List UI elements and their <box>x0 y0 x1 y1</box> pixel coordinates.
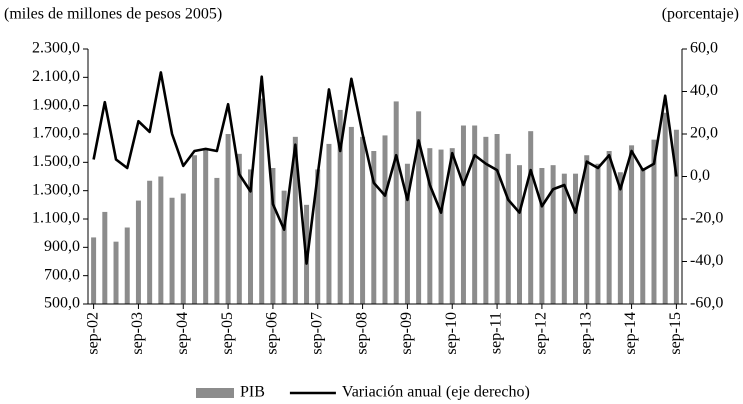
bar <box>169 197 175 304</box>
bar <box>561 173 567 304</box>
bar <box>404 163 410 304</box>
y2-tick-label: -20,0 <box>690 210 723 227</box>
legend-swatch <box>196 388 234 398</box>
bar <box>595 163 601 304</box>
bar <box>516 165 522 304</box>
bar <box>427 148 433 304</box>
bar <box>191 155 197 304</box>
x-tick-label: sep-03 <box>129 312 146 355</box>
bar <box>371 151 377 304</box>
x-tick-label: sep-15 <box>667 312 684 355</box>
x-tick-label: sep-14 <box>622 312 639 355</box>
bar <box>348 126 354 305</box>
legend-label: PIB <box>240 384 265 401</box>
y-tick-label: 2.100,0 <box>32 68 80 85</box>
y2-tick-label: 20,0 <box>690 125 718 142</box>
bar <box>326 143 332 304</box>
y2-axis-title: (porcentaje) <box>662 6 739 23</box>
bar <box>124 227 130 304</box>
bar <box>382 135 388 304</box>
bar <box>416 111 422 304</box>
x-tick-label: sep-08 <box>353 312 370 355</box>
y-tick-label: 900,0 <box>44 238 80 255</box>
bar <box>640 168 646 304</box>
x-tick-label: sep-09 <box>398 312 415 355</box>
bar <box>315 169 321 304</box>
bar <box>449 148 455 304</box>
bar <box>292 136 298 304</box>
bar <box>113 241 119 304</box>
bar <box>158 176 164 304</box>
bar <box>438 149 444 304</box>
bar <box>270 168 276 304</box>
bar <box>393 101 399 305</box>
y-tick-label: 1.100,0 <box>32 210 80 227</box>
bar <box>606 151 612 304</box>
x-tick-label: sep-06 <box>264 312 281 355</box>
y2-tick-label: 0,0 <box>690 167 710 184</box>
bar <box>147 180 153 304</box>
bar <box>573 173 579 304</box>
bar <box>494 134 500 304</box>
bar <box>203 148 209 304</box>
bar <box>584 155 590 304</box>
bar <box>225 134 231 304</box>
bar <box>281 190 287 304</box>
bar <box>259 98 265 304</box>
legend-label: Variación anual (eje derecho) <box>342 384 530 401</box>
bar <box>629 145 635 304</box>
bar <box>651 139 657 304</box>
bar <box>135 200 141 304</box>
y-tick-label: 2.300,0 <box>32 40 80 57</box>
y-tick-label: 1.900,0 <box>32 96 80 113</box>
x-tick-label: sep-04 <box>174 312 191 355</box>
y-axis-title: (miles de millones de pesos 2005) <box>4 6 222 23</box>
y-tick-label: 1.500,0 <box>32 153 80 170</box>
x-tick-label: sep-05 <box>219 312 236 355</box>
y-tick-label: 700,0 <box>44 266 80 283</box>
bar <box>673 129 679 304</box>
bar <box>236 153 242 304</box>
line <box>92 71 678 265</box>
bar <box>662 112 668 304</box>
y2-tick-label: -40,0 <box>690 252 723 269</box>
x-tick-label: sep-12 <box>533 312 550 355</box>
bar <box>360 136 366 304</box>
x-tick-label: sep-07 <box>308 312 325 355</box>
y-tick-label: 500,0 <box>44 295 80 312</box>
bar <box>180 193 186 304</box>
bar <box>102 211 108 304</box>
bar <box>483 136 489 304</box>
bar <box>550 165 556 304</box>
bar <box>617 172 623 304</box>
x-tick-label: sep-10 <box>443 312 460 355</box>
x-tick-label: sep-13 <box>577 312 594 355</box>
x-tick-label: sep-02 <box>84 312 101 355</box>
y-tick-label: 1.700,0 <box>32 125 80 142</box>
y-tick-label: 1.300,0 <box>32 181 80 198</box>
bar <box>539 168 545 304</box>
bar <box>91 237 97 304</box>
y2-tick-label: 40,0 <box>690 82 718 99</box>
bar <box>505 153 511 304</box>
bar <box>214 177 220 304</box>
bar <box>528 131 534 304</box>
bar <box>337 109 343 305</box>
bar <box>460 125 466 304</box>
bar <box>248 169 254 304</box>
bar <box>472 125 478 304</box>
x-tick-label: sep-11 <box>488 312 505 354</box>
y2-tick-label: 60,0 <box>690 40 718 57</box>
y2-tick-label: -60,0 <box>690 295 723 312</box>
